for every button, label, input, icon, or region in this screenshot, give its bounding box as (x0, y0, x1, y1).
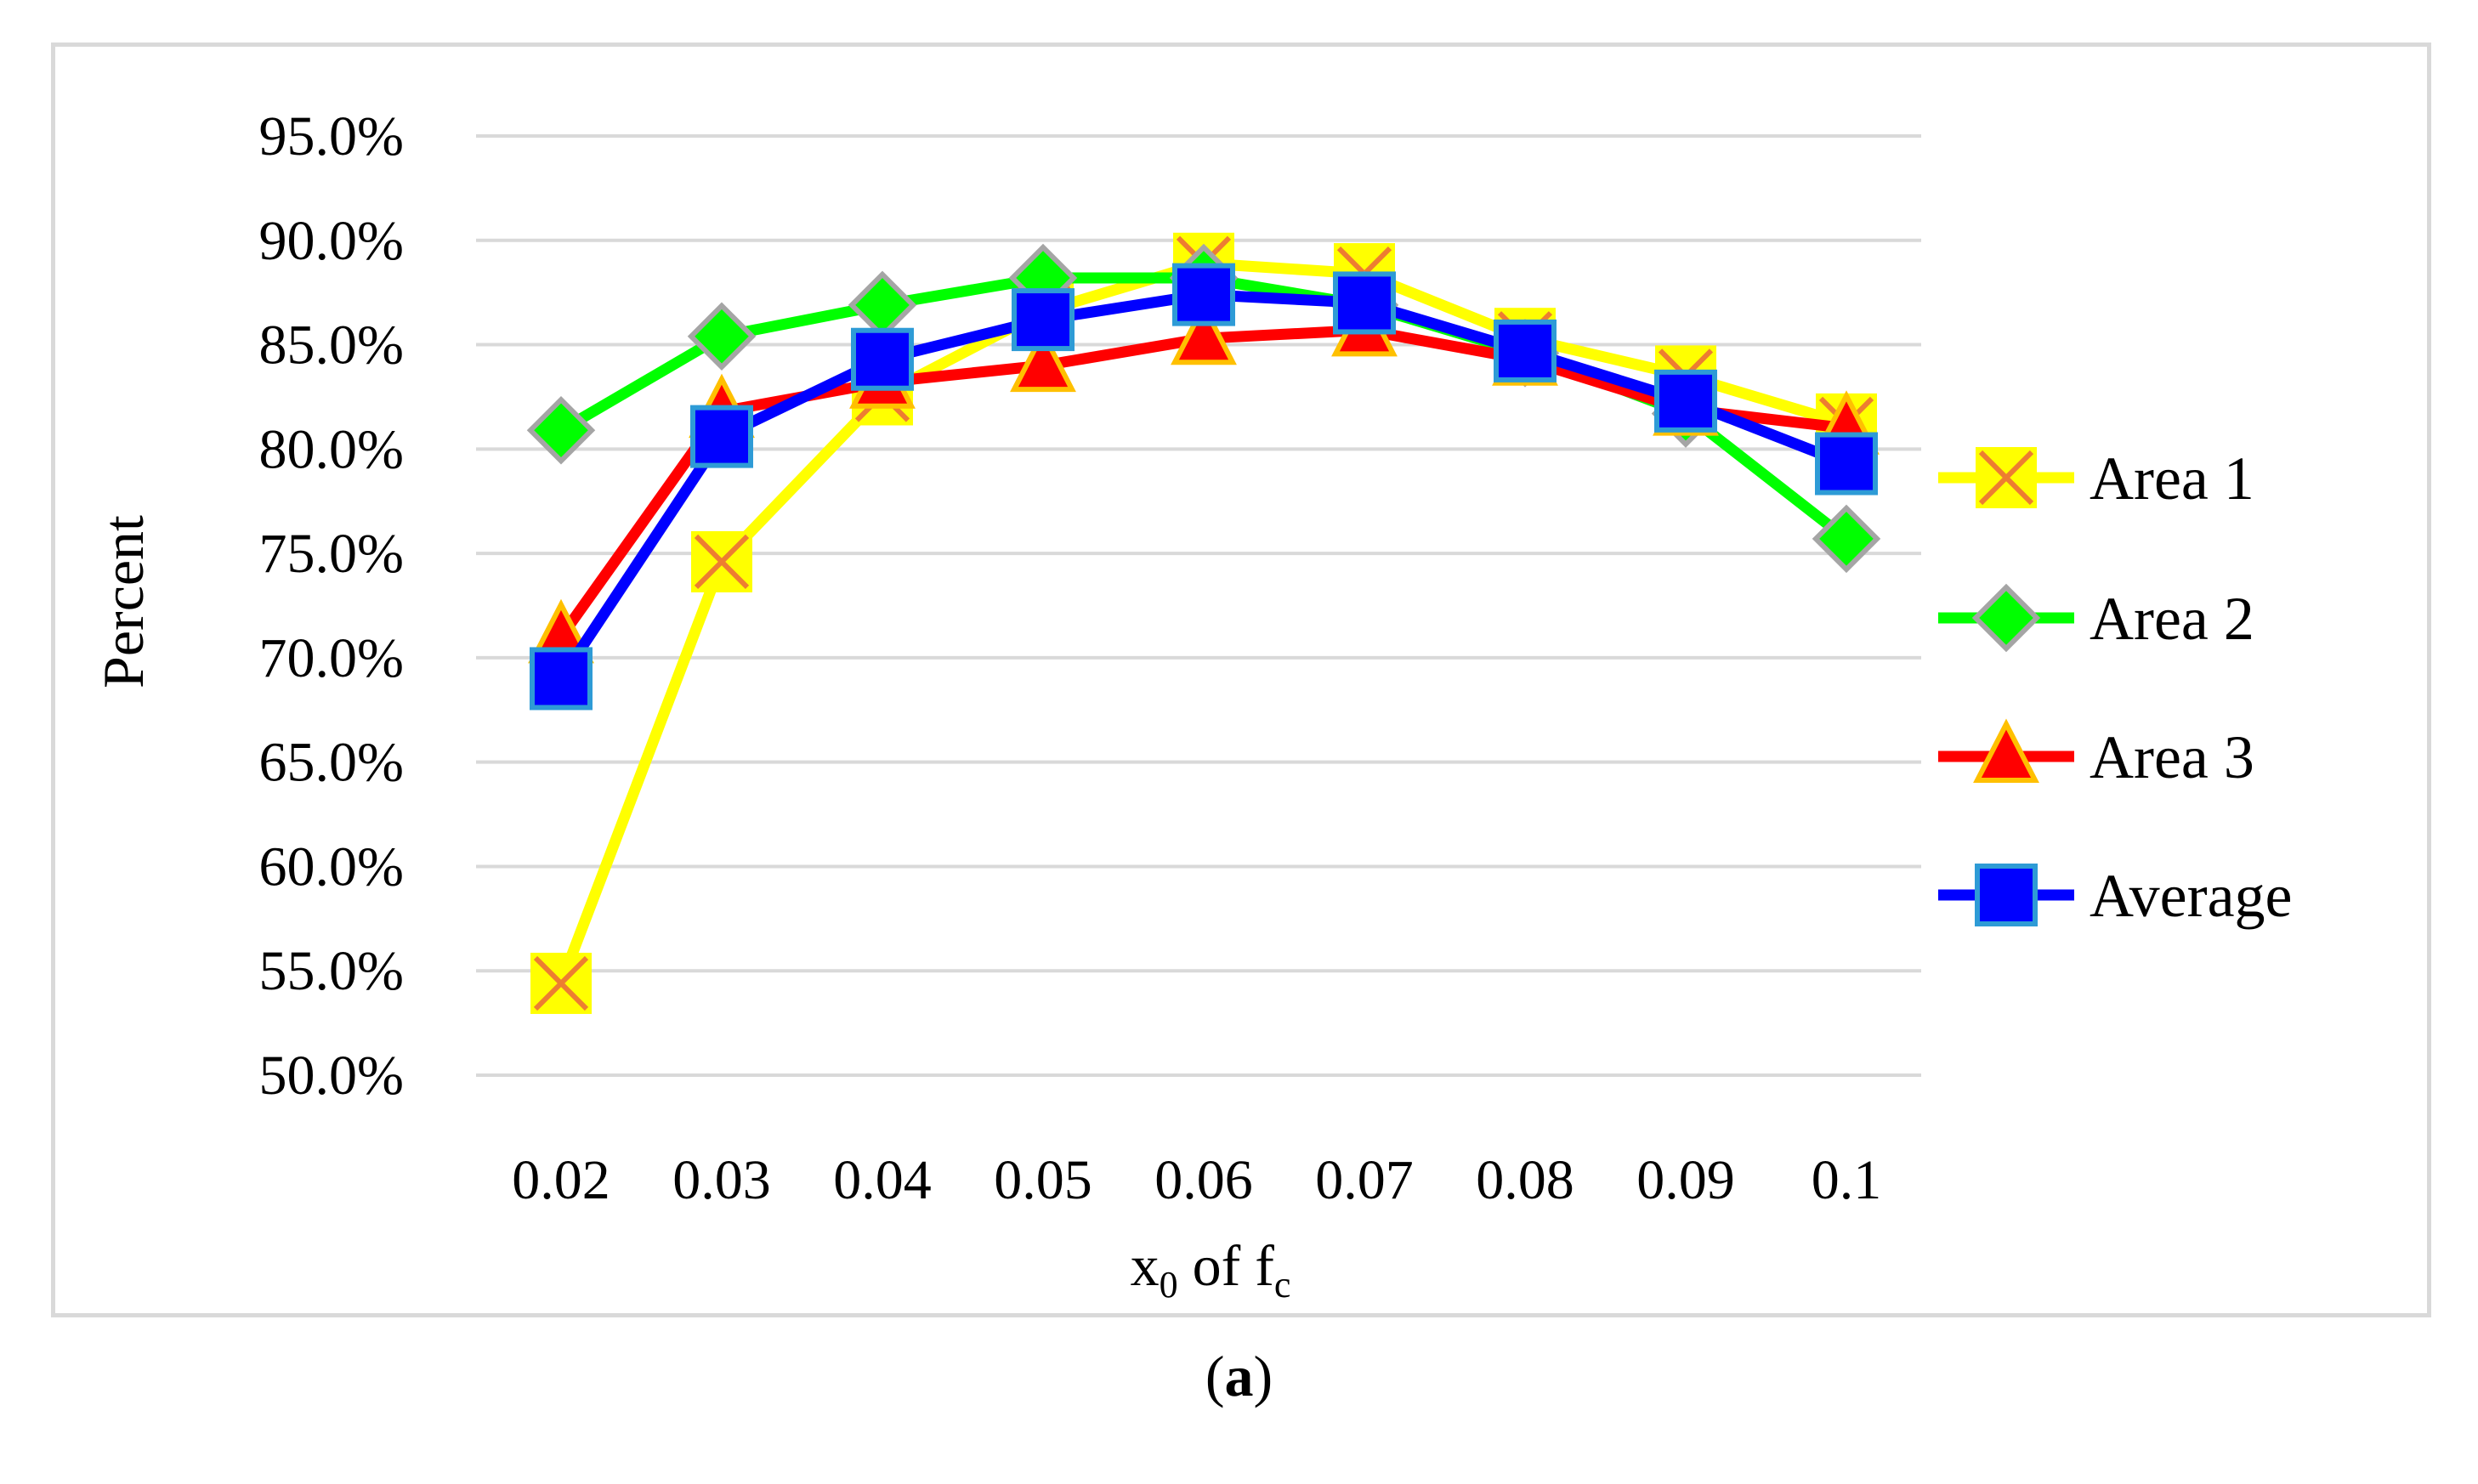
y-tick-label: 55.0% (259, 940, 404, 1002)
panel-label-close: ) (1253, 1344, 1273, 1408)
y-tick-label: 90.0% (259, 210, 404, 272)
y-tick-label: 50.0% (259, 1045, 404, 1107)
y-tick-label: 80.0% (259, 418, 404, 480)
legend: Area 1 Area 2 Area 3 Average (1938, 445, 2293, 930)
legend-item: Area 2 (1938, 583, 2254, 653)
x-axis-title-sub2: c (1274, 1264, 1291, 1306)
panel-label-letter: a (1224, 1344, 1254, 1408)
series-layer (526, 232, 1881, 1014)
data-point (1975, 864, 2038, 926)
data-point (848, 270, 917, 340)
legend-item: Area 1 (1938, 445, 2254, 513)
legend-label: Average (2090, 862, 2293, 930)
y-tick-label: 95.0% (259, 105, 404, 167)
panel-label: (a) (0, 1343, 2478, 1410)
y-axis-title: Percent (91, 515, 156, 688)
x-tick-label: 0.1 (1812, 1149, 1882, 1211)
data-point (687, 302, 757, 371)
x-tick-label: 0.08 (1476, 1149, 1574, 1211)
legend-label: Area 3 (2090, 723, 2254, 791)
x-axis-title-sub: 0 (1160, 1264, 1178, 1306)
data-point (1815, 432, 1878, 496)
data-point (1973, 718, 2039, 783)
x-tick-label: 0.03 (672, 1149, 771, 1211)
legend-item: Area 3 (1938, 718, 2254, 791)
y-tick-label: 75.0% (259, 523, 404, 585)
data-point (851, 327, 914, 391)
data-point (526, 395, 596, 465)
data-point (1012, 288, 1075, 352)
data-point (1971, 583, 2041, 653)
series-line (555, 324, 1852, 643)
data-point (691, 530, 752, 592)
data-point (1171, 300, 1237, 365)
data-point (1333, 271, 1396, 335)
y-tick-labels: 50.0% 55.0% 60.0% 65.0% 70.0% 75.0% 80.0% 85.0%… (259, 105, 404, 1107)
y-tick-label: 70.0% (259, 627, 404, 689)
y-tick-label: 85.0% (259, 314, 404, 377)
x-tick-label: 0.06 (1154, 1149, 1253, 1211)
data-point (1010, 327, 1076, 393)
x-tick-label: 0.04 (833, 1149, 932, 1211)
x-tick-labels: 0.02 0.03 0.04 0.05 0.06 0.07 0.08 0.09 0.1 (512, 1149, 1881, 1211)
x-tick-label: 0.05 (994, 1149, 1092, 1211)
data-point (530, 952, 592, 1014)
x-axis-title-main: x (1131, 1233, 1160, 1298)
legend-item: Average (1938, 862, 2293, 930)
panel-label-open: ( (1205, 1344, 1225, 1408)
legend-label: Area 2 (2090, 585, 2254, 653)
series-line (555, 258, 1852, 989)
data-point (530, 647, 593, 711)
data-point (1812, 504, 1881, 574)
chart-frame (51, 42, 2431, 1317)
y-tick-label: 60.0% (259, 835, 404, 898)
data-point (1494, 319, 1557, 382)
series-average (530, 263, 1878, 711)
x-tick-label: 0.09 (1636, 1149, 1735, 1211)
x-axis-title-middle: of f (1178, 1233, 1275, 1298)
data-point (1654, 369, 1717, 433)
x-tick-label: 0.07 (1315, 1149, 1414, 1211)
x-axis-title: x0 of fc (1131, 1233, 1291, 1306)
x-tick-label: 0.02 (512, 1149, 610, 1211)
data-point (690, 405, 753, 468)
y-tick-label: 65.0% (259, 732, 404, 794)
data-point (1172, 263, 1235, 326)
data-point (1976, 447, 2037, 508)
legend-label: Area 1 (2090, 445, 2254, 513)
